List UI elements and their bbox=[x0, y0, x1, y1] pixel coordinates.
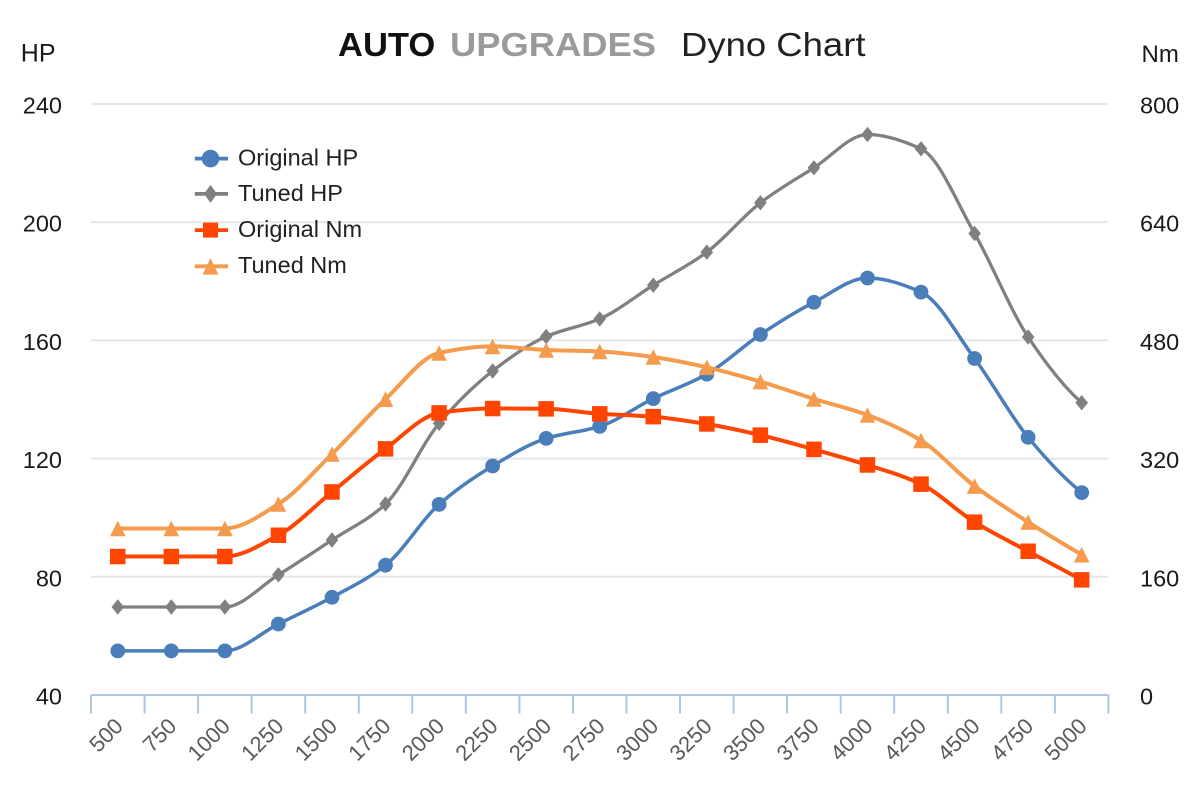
svg-text:Original HP: Original HP bbox=[238, 145, 358, 171]
svg-text:320: 320 bbox=[1140, 447, 1179, 473]
svg-text:Tuned HP: Tuned HP bbox=[238, 180, 343, 206]
svg-text:Tuned Nm: Tuned Nm bbox=[238, 252, 347, 278]
svg-text:160: 160 bbox=[1140, 565, 1179, 591]
svg-text:160: 160 bbox=[23, 329, 62, 355]
svg-text:800: 800 bbox=[1140, 93, 1179, 119]
svg-text:240: 240 bbox=[23, 93, 62, 119]
svg-text:0: 0 bbox=[1140, 684, 1153, 710]
svg-text:HP: HP bbox=[21, 39, 56, 67]
svg-text:AUTO: AUTO bbox=[338, 27, 435, 64]
svg-text:480: 480 bbox=[1140, 329, 1179, 355]
svg-text:200: 200 bbox=[23, 211, 62, 237]
svg-text:UPGRADES: UPGRADES bbox=[450, 27, 656, 64]
svg-text:Dyno Chart: Dyno Chart bbox=[681, 27, 866, 64]
svg-text:Nm: Nm bbox=[1142, 41, 1179, 68]
svg-text:120: 120 bbox=[23, 447, 62, 473]
svg-text:Original Nm: Original Nm bbox=[238, 216, 362, 242]
svg-text:80: 80 bbox=[36, 565, 62, 591]
svg-text:640: 640 bbox=[1140, 211, 1179, 237]
svg-text:40: 40 bbox=[36, 684, 62, 710]
